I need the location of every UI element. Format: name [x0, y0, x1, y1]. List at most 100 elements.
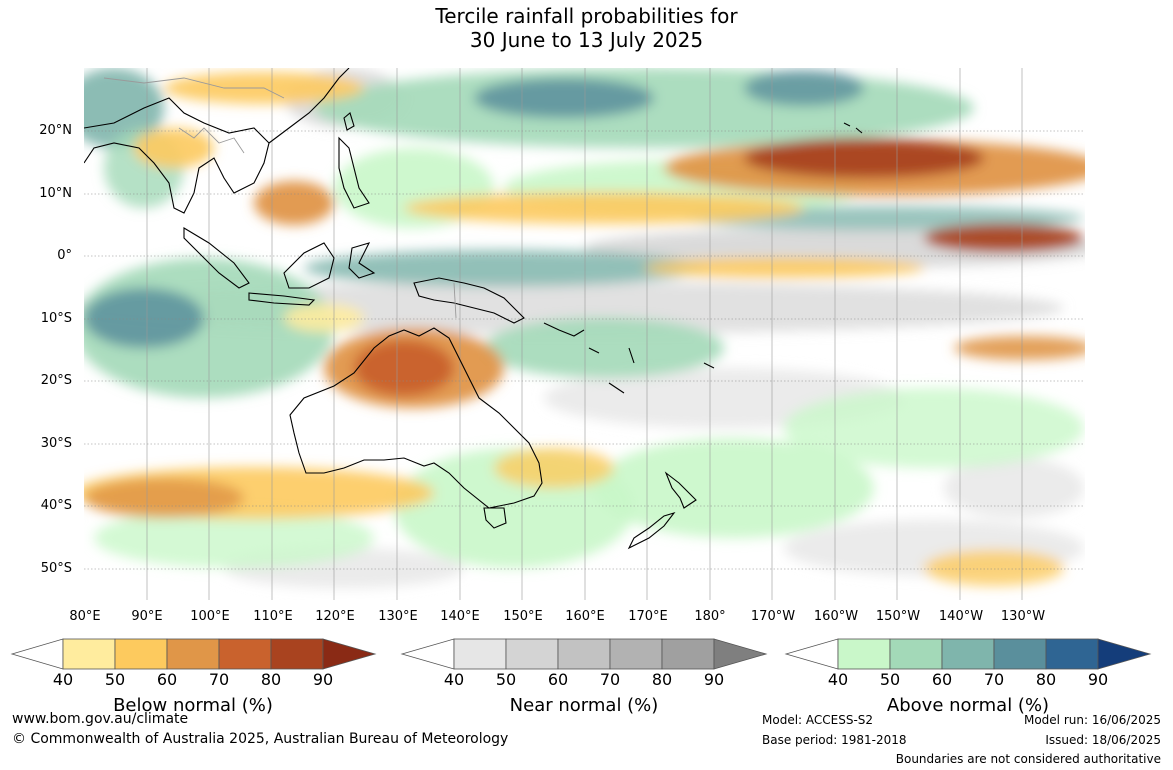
lat-label-40s: 40°S — [40, 498, 72, 513]
solomon-islands-coast — [543, 322, 600, 354]
legend-near-normal-bar — [400, 638, 768, 670]
legend-above-normal-title: Above normal (%) — [886, 695, 1050, 716]
lon-gridlines — [146, 68, 1023, 600]
lat-label-20s: 20°S — [40, 373, 72, 388]
hawaii-coast — [843, 122, 863, 134]
above-tick-50: 50 — [879, 670, 901, 689]
model-text: Model: ACCESS-S2 — [762, 713, 874, 727]
title-line-2: 30 June to 13 July 2025 — [469, 28, 704, 52]
above-tick-70: 70 — [983, 670, 1005, 689]
above-tick-80: 80 — [1035, 670, 1057, 689]
copyright-text: © Commonwealth of Australia 2025, Austra… — [12, 731, 509, 747]
below-swatch-0 — [10, 638, 64, 670]
pacific-islands-coast — [608, 347, 715, 394]
legend-below-normal-bar — [10, 638, 377, 670]
coastlines — [84, 68, 863, 550]
philippines-coast — [338, 136, 370, 209]
near-swatch-0 — [400, 638, 455, 670]
lat-label-20n: 20°N — [39, 123, 72, 138]
legend-area — [0, 636, 1173, 716]
lon-label-160e: 160°E — [565, 609, 605, 624]
near-tick-80: 80 — [651, 670, 673, 689]
below-swatch-2 — [114, 638, 168, 670]
issued-text: Issued: 18/06/2025 — [1045, 733, 1161, 747]
borneo-coast — [283, 242, 335, 289]
lat-label-10s: 10°S — [40, 311, 72, 326]
lat-label-equator: 0° — [57, 248, 72, 263]
taiwan-coast — [343, 112, 355, 131]
se-asia-coast — [84, 97, 270, 214]
sulawesi-coast — [348, 242, 376, 279]
lat-label-50s: 50°S — [40, 561, 72, 576]
lon-label-130e: 130°E — [378, 609, 418, 624]
above-swatch-0 — [784, 638, 839, 670]
near-swatch-5 — [661, 638, 715, 670]
near-tick-90: 90 — [703, 670, 725, 689]
lon-label-120e: 120°E — [315, 609, 355, 624]
australia-coast — [289, 327, 543, 509]
legend-colorbars — [10, 638, 1152, 670]
lon-label-90e: 90°E — [131, 609, 163, 624]
new-guinea-coast — [413, 277, 525, 324]
lon-label-150e: 150°E — [503, 609, 543, 624]
above-swatch-1 — [837, 638, 891, 670]
near-swatch-4 — [609, 638, 663, 670]
above-tick-90: 90 — [1087, 670, 1109, 689]
below-swatch-3 — [166, 638, 220, 670]
lon-label-180: 180° — [694, 609, 726, 624]
legend-above-normal-bar — [784, 638, 1152, 670]
near-swatch-1 — [453, 638, 507, 670]
legend-below-normal-title: Below normal (%) — [113, 695, 273, 716]
lon-label-170e: 170°E — [628, 609, 668, 624]
near-tick-70: 70 — [599, 670, 621, 689]
near-swatch-2 — [505, 638, 559, 670]
lon-label-100e: 100°E — [190, 609, 230, 624]
new-zealand-coast — [627, 471, 697, 550]
lon-label-130w: 130°W — [1000, 609, 1046, 624]
near-tick-50: 50 — [495, 670, 517, 689]
probability-field — [84, 68, 1085, 588]
below-swatch-6 — [322, 638, 377, 670]
website-link[interactable]: www.bom.gov.au/climate — [12, 711, 189, 727]
above-swatch-3 — [941, 638, 995, 670]
lon-label-140e: 140°E — [440, 609, 480, 624]
disclaimer-text: Boundaries are not considered authoritat… — [895, 752, 1161, 766]
near-swatch-3 — [557, 638, 611, 670]
java-coast — [248, 292, 316, 306]
model-run-text: Model run: 16/06/2025 — [1023, 713, 1161, 727]
legend-near-normal-title: Near normal (%) — [509, 695, 659, 716]
above-swatch-6 — [1097, 638, 1152, 670]
lat-gridlines — [84, 130, 1085, 570]
near-tick-40: 40 — [443, 670, 465, 689]
tasmania-coast — [483, 507, 507, 529]
above-swatch-2 — [889, 638, 943, 670]
china-coast — [268, 68, 350, 144]
below-tick-50: 50 — [104, 670, 126, 689]
map-title: Tercile rainfall probabilities for 30 Ju… — [0, 4, 1173, 52]
near-swatch-6 — [713, 638, 768, 670]
below-swatch-1 — [62, 638, 116, 670]
below-tick-70: 70 — [208, 670, 230, 689]
above-swatch-5 — [1045, 638, 1099, 670]
above-tick-60: 60 — [931, 670, 953, 689]
near-tick-60: 60 — [547, 670, 569, 689]
above-swatch-4 — [993, 638, 1047, 670]
below-tick-60: 60 — [156, 670, 178, 689]
below-tick-90: 90 — [312, 670, 334, 689]
probability-map — [84, 68, 1085, 600]
lon-label-110e: 110°E — [253, 609, 293, 624]
lon-label-170w: 170°W — [750, 609, 796, 624]
lon-label-80e: 80°E — [69, 609, 101, 624]
below-tick-80: 80 — [260, 670, 282, 689]
above-tick-40: 40 — [827, 670, 849, 689]
below-swatch-5 — [270, 638, 324, 670]
below-swatch-4 — [218, 638, 272, 670]
lon-label-150w: 150°W — [875, 609, 921, 624]
title-line-1: Tercile rainfall probabilities for — [435, 4, 738, 28]
lat-label-30s: 30°S — [40, 436, 72, 451]
lon-label-160w: 160°W — [813, 609, 859, 624]
base-period-text: Base period: 1981-2018 — [762, 733, 907, 747]
below-tick-40: 40 — [52, 670, 74, 689]
sumatra-coast — [183, 227, 250, 289]
map-canvas — [84, 68, 1085, 600]
